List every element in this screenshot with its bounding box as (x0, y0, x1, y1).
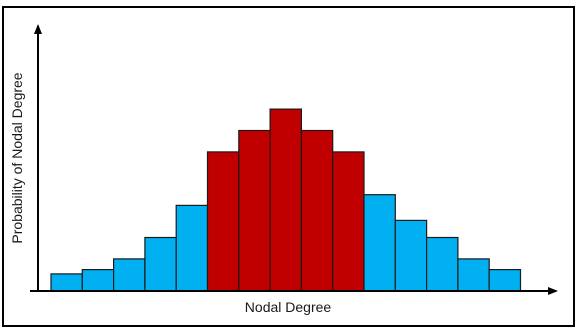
bar-2 (81, 269, 115, 292)
bar-12 (394, 219, 428, 292)
y-axis-label: Probability of Nodal Degree (9, 72, 25, 243)
bar-7 (238, 129, 271, 292)
bars-group (50, 108, 522, 292)
bar-9 (300, 129, 334, 292)
bar-3 (112, 258, 146, 292)
bar-14 (457, 258, 490, 292)
bar-6 (206, 151, 240, 292)
bar-1 (50, 273, 83, 292)
x-axis-label: Nodal Degree (245, 299, 332, 315)
bar-13 (426, 236, 459, 292)
bar-10 (332, 151, 365, 292)
bar-4 (144, 236, 177, 292)
bar-8 (269, 108, 303, 292)
bar-11 (363, 194, 396, 292)
bar-15 (488, 269, 522, 292)
bar-5 (175, 204, 209, 292)
